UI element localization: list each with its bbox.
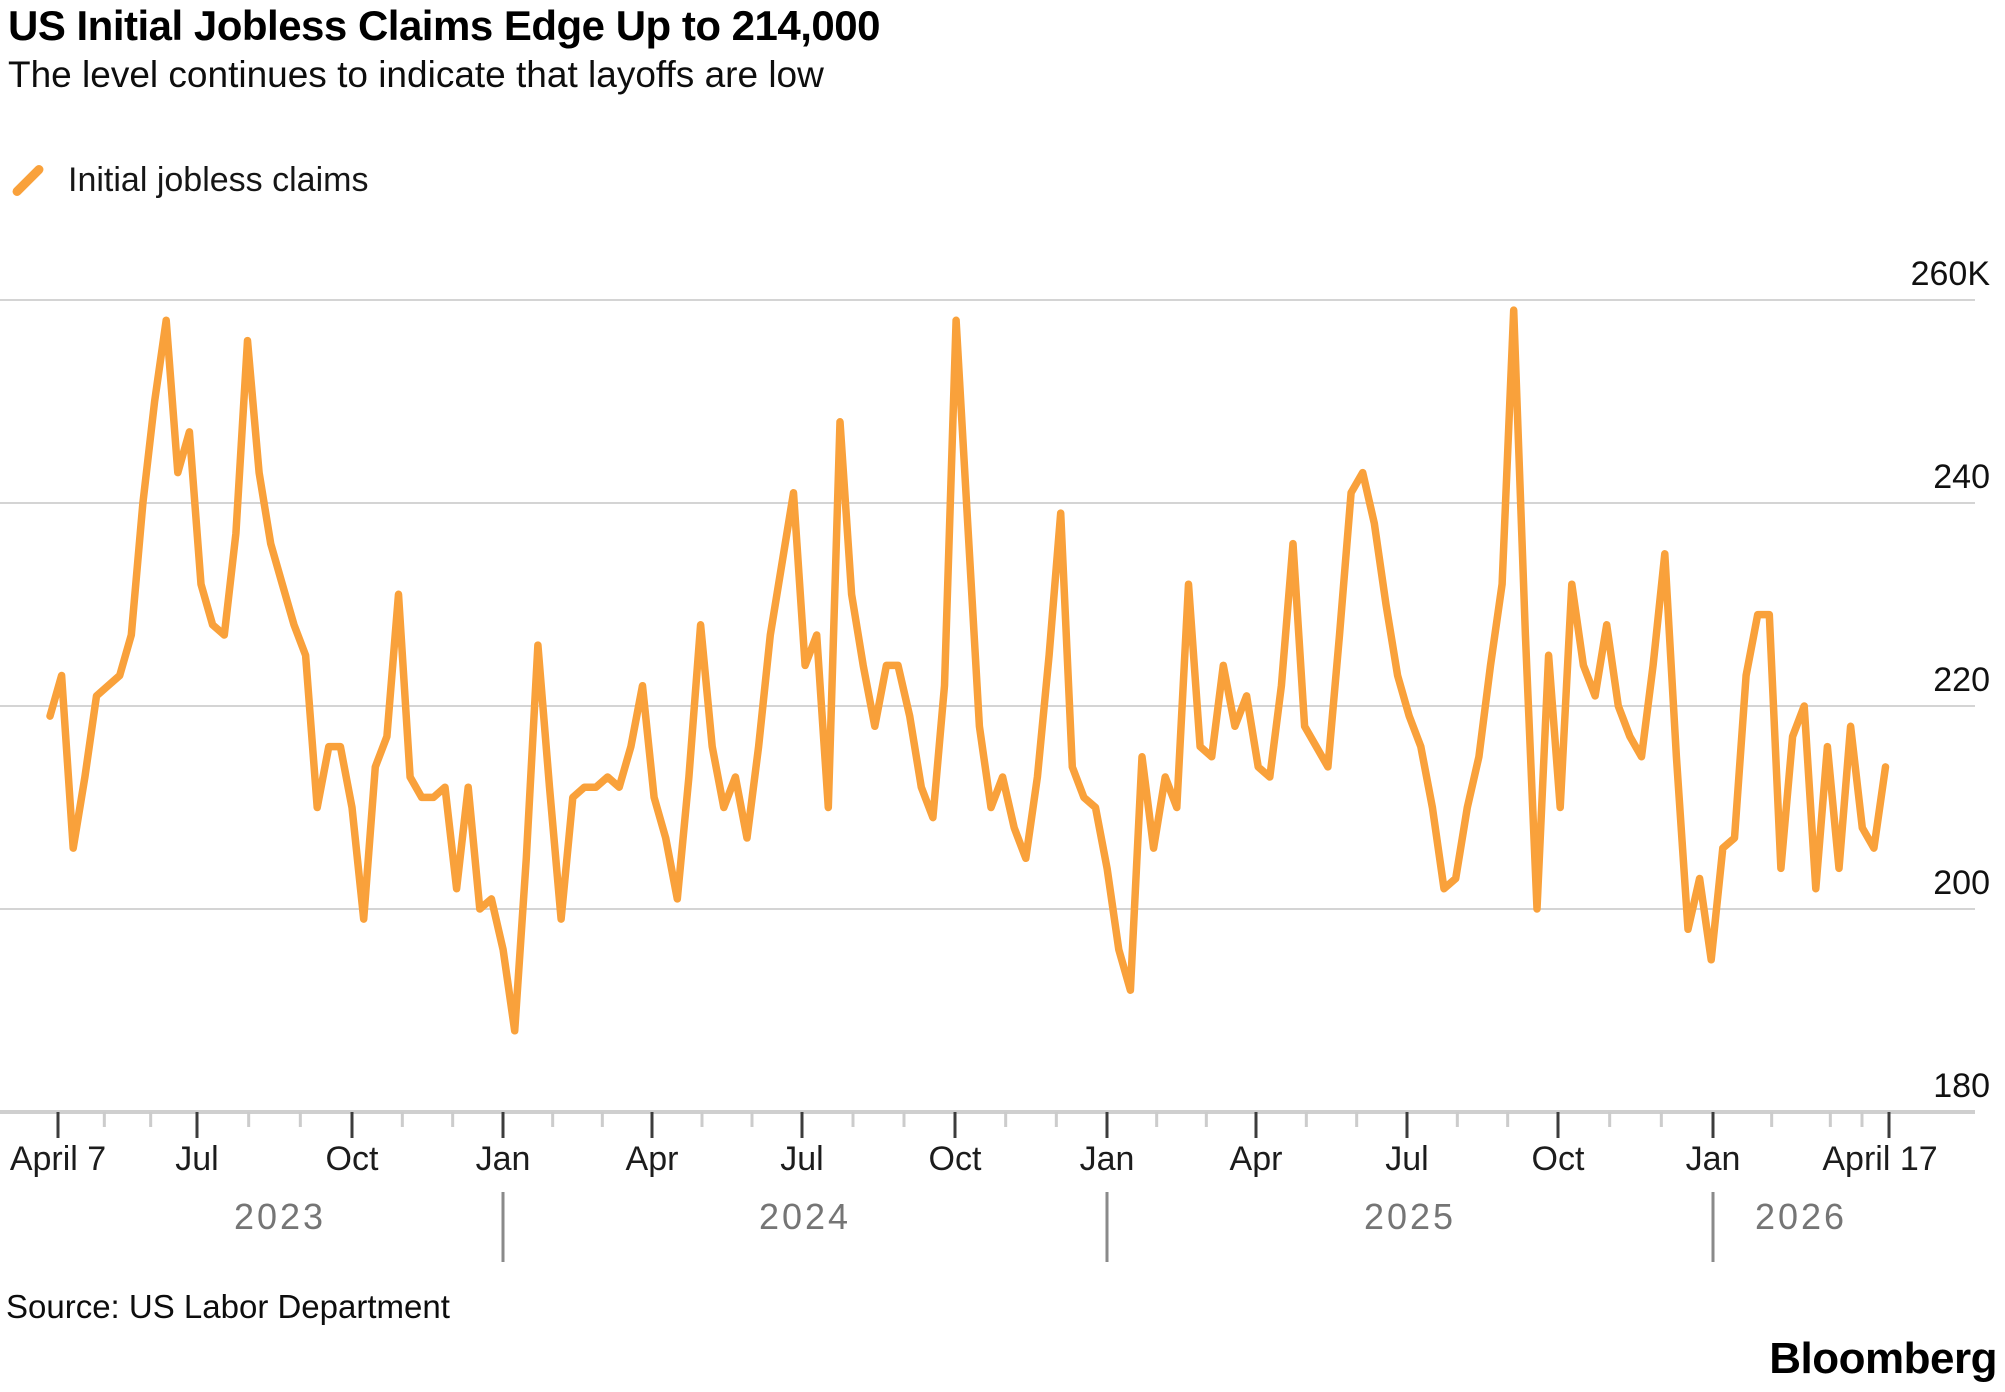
year-label: 2023 <box>233 1196 327 1237</box>
legend-label: Initial jobless claims <box>68 160 369 199</box>
y-axis-label: 220 <box>1933 661 1990 699</box>
x-axis-label: April 7 <box>9 1140 107 1178</box>
x-axis-label: Jan <box>1079 1140 1135 1178</box>
year-label: 2024 <box>758 1196 852 1237</box>
x-axis-label: Jan <box>1685 1140 1741 1178</box>
y-axis-label: 240 <box>1933 458 1990 496</box>
x-axis-label: Jul <box>175 1140 219 1178</box>
year-label: 2025 <box>1363 1196 1457 1237</box>
x-axis-label: Apr <box>1229 1140 1283 1178</box>
x-axis-label: Jan <box>475 1140 531 1178</box>
year-label: 2026 <box>1754 1196 1848 1237</box>
legend: Initial jobless claims <box>8 158 368 202</box>
y-axis-label: 180 <box>1933 1067 1990 1105</box>
y-axis-label: 260K <box>1910 255 1990 293</box>
x-axis-label: Apr <box>625 1140 679 1178</box>
x-axis-label: Oct <box>1531 1140 1585 1178</box>
chart-subtitle: The level continues to indicate that lay… <box>8 54 824 95</box>
chart-title: US Initial Jobless Claims Edge Up to 214… <box>8 2 880 49</box>
x-axis-label: Oct <box>928 1140 982 1178</box>
bloomberg-logo: Bloomberg <box>1769 1334 1997 1383</box>
source-note: Source: US Labor Department <box>6 1288 450 1325</box>
x-axis-label: Jul <box>1385 1140 1429 1178</box>
x-axis-label: Jul <box>780 1140 824 1178</box>
y-axis-label: 200 <box>1933 864 1990 902</box>
x-axis-label: Oct <box>325 1140 379 1178</box>
x-axis-label: April 17 <box>1822 1140 1938 1178</box>
